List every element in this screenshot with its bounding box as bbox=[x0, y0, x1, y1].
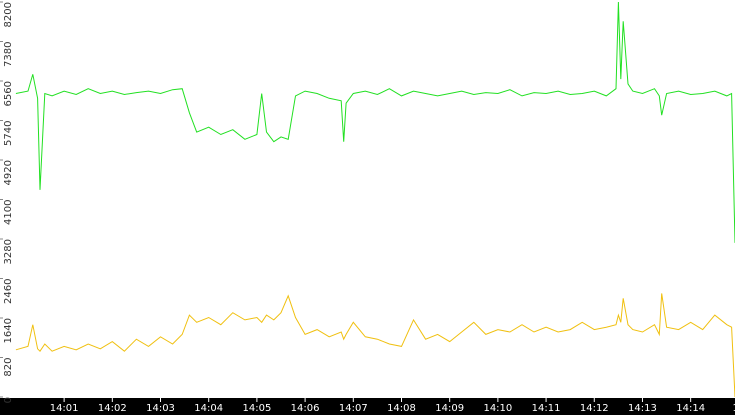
x-tick-label: 14 bbox=[732, 403, 735, 414]
y-tick-label: 6560 bbox=[3, 81, 14, 106]
x-tick-label: 14:03 bbox=[146, 403, 175, 414]
x-tick-label: 14:05 bbox=[242, 403, 271, 414]
x-tick-label: 14:09 bbox=[435, 403, 464, 414]
series-line bbox=[15, 293, 735, 398]
y-tick-label: 820 bbox=[3, 358, 14, 377]
x-axis-band bbox=[0, 398, 735, 415]
y-tick-label: 2460 bbox=[3, 279, 14, 304]
y-tick-label: 8200 bbox=[3, 2, 14, 27]
y-tick-label: 3280 bbox=[3, 239, 14, 264]
x-tick-label: 14:12 bbox=[580, 403, 609, 414]
y-tick-label: 5740 bbox=[3, 121, 14, 146]
x-tick-label: 14:10 bbox=[483, 403, 512, 414]
x-tick-label: 14:14 bbox=[676, 403, 705, 414]
x-tick-label: 14:11 bbox=[532, 403, 561, 414]
plot bbox=[15, 1, 735, 398]
y-tick-label: 1640 bbox=[3, 318, 14, 343]
x-tick-label: 14:06 bbox=[291, 403, 320, 414]
x-tick-label: 14:13 bbox=[628, 403, 657, 414]
x-tick-label: 14:07 bbox=[339, 403, 368, 414]
x-tick-label: 14:01 bbox=[50, 403, 79, 414]
y-tick-label: 4920 bbox=[3, 160, 14, 185]
series-line bbox=[15, 1, 735, 243]
x-tick-label: 14:08 bbox=[387, 403, 416, 414]
y-tick-label: 4100 bbox=[3, 200, 14, 225]
x-tick-label: 14:02 bbox=[98, 403, 127, 414]
y-tick-label: 0 bbox=[3, 397, 14, 403]
x-tick-label: 14:04 bbox=[194, 403, 223, 414]
y-tick-label: 7380 bbox=[3, 42, 14, 67]
